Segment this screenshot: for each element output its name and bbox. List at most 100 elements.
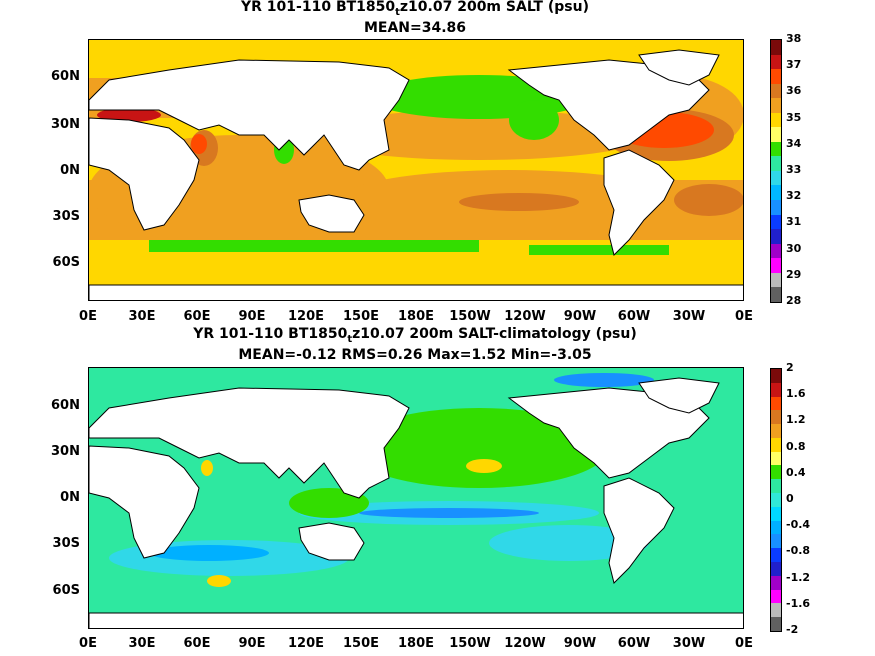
land-australia bbox=[298, 522, 365, 561]
land-greenland bbox=[638, 377, 720, 414]
panel1-lon-label: 30E bbox=[128, 309, 156, 324]
colorbar-tick-label: -1.6 bbox=[786, 596, 811, 610]
panel2-lon-label: 0E bbox=[79, 636, 97, 651]
land-africa bbox=[89, 445, 200, 559]
colorbar-tick-label: 30 bbox=[786, 241, 802, 255]
colorbar-segment bbox=[771, 98, 781, 113]
colorbar-segment bbox=[771, 229, 781, 244]
panel2-salinity-anomaly-map bbox=[88, 367, 744, 629]
panel1-lat-label: 30N bbox=[51, 117, 80, 132]
land-greenland bbox=[638, 49, 720, 86]
anom-arctic-blue bbox=[554, 373, 654, 387]
colorbar-tick-label: 34 bbox=[786, 136, 802, 150]
panel1-lon-label: 60E bbox=[183, 309, 211, 324]
panel1-lon-label: 150W bbox=[449, 309, 491, 324]
colorbar-tick-label: -0.4 bbox=[786, 518, 811, 532]
panel1-lat-label: 60N bbox=[51, 69, 80, 84]
panel2-lon-label: 30E bbox=[128, 636, 156, 651]
panel2-lon-label: 30W bbox=[672, 636, 706, 651]
panel1-salinity-map bbox=[88, 39, 744, 301]
panel1-lon-label: 90W bbox=[563, 309, 597, 324]
colorbar-segment bbox=[771, 520, 781, 535]
panel1-title-pre: YR 101-110 BT1850 bbox=[241, 0, 396, 15]
colorbar-tick-label: 1.6 bbox=[786, 387, 806, 401]
panel2-title-post: z10.07 200m SALT-climatology (psu) bbox=[352, 326, 637, 342]
panel2-continents bbox=[89, 377, 743, 628]
colorbar-segment bbox=[771, 382, 781, 397]
colorbar-tick-label: 0 bbox=[786, 492, 794, 505]
colorbar-segment bbox=[771, 534, 781, 549]
colorbar-segment bbox=[771, 258, 781, 273]
panel2-lon-label: 150W bbox=[449, 636, 491, 651]
land-antarctica bbox=[89, 284, 743, 300]
salt-south-atlantic-high bbox=[674, 184, 743, 216]
salt-south-pacific-high bbox=[459, 193, 579, 211]
colorbar-tick-label: -2 bbox=[786, 623, 799, 636]
anom-pacific-green bbox=[349, 408, 609, 488]
panel2-lat-label: 60N bbox=[51, 398, 80, 413]
salt-mediterranean bbox=[97, 108, 161, 122]
colorbar-segment bbox=[771, 40, 781, 55]
colorbar-tick-label: 29 bbox=[786, 267, 802, 281]
colorbar-segment bbox=[771, 506, 781, 521]
colorbar-tick-label: 38 bbox=[786, 32, 802, 45]
land-eurasia bbox=[89, 59, 410, 171]
panel1-lon-label: 120E bbox=[287, 309, 325, 324]
panel1-lon-label: 180E bbox=[397, 309, 435, 324]
colorbar-segment bbox=[771, 451, 781, 466]
colorbar-segment bbox=[771, 410, 781, 425]
anom-equatorial-deep bbox=[359, 508, 539, 518]
panel1-lat-label: 60S bbox=[52, 255, 80, 270]
land-australia bbox=[298, 194, 365, 233]
colorbar-tick-label: 28 bbox=[786, 294, 802, 307]
land-south-america bbox=[603, 149, 675, 256]
colorbar-tick-label: 37 bbox=[786, 58, 802, 72]
anom-south-indian-yellow bbox=[207, 575, 231, 587]
salt-red-sea-high bbox=[191, 134, 207, 154]
panel2-stats: MEAN=-0.12 RMS=0.26 Max=1.52 Min=-3.05 bbox=[238, 347, 592, 363]
panel2-title-sub: t bbox=[347, 333, 353, 345]
colorbar-segment bbox=[771, 424, 781, 438]
panel1-continents bbox=[89, 49, 743, 300]
panel2-lat-label: 60S bbox=[52, 583, 80, 598]
colorbar-tick-label: 32 bbox=[786, 189, 802, 203]
colorbar-segment bbox=[771, 272, 781, 288]
panel2-lon-label: 120E bbox=[287, 636, 325, 651]
colorbar-tick-label: 36 bbox=[786, 84, 802, 98]
anom-indian-south-deep bbox=[149, 545, 269, 561]
colorbar-segment bbox=[771, 200, 781, 215]
colorbar-segment bbox=[771, 54, 781, 70]
colorbar-segment bbox=[771, 243, 781, 259]
panel2-lon-label: 60E bbox=[183, 636, 211, 651]
panel1-lon-label: 0E bbox=[735, 309, 753, 324]
colorbar-segment bbox=[771, 561, 781, 576]
panel2-lon-label: 120W bbox=[504, 636, 546, 651]
land-north-america bbox=[507, 387, 710, 479]
colorbar-segment bbox=[771, 83, 781, 99]
colorbar-segment bbox=[771, 112, 781, 128]
land-north-america bbox=[507, 59, 710, 151]
colorbar-segment bbox=[771, 214, 781, 230]
colorbar-segment bbox=[771, 589, 781, 604]
land-antarctica bbox=[89, 612, 743, 628]
colorbar-segment bbox=[771, 437, 781, 452]
colorbar-segment bbox=[771, 493, 781, 507]
colorbar-segment bbox=[771, 575, 781, 590]
panel1-lon-label: 90E bbox=[238, 309, 266, 324]
colorbar-tick-label: 0.4 bbox=[786, 465, 806, 479]
colorbar-tick-label: 33 bbox=[786, 163, 802, 176]
colorbar-tick-label: 2 bbox=[786, 361, 794, 374]
panel2-title: YR 101-110 BT1850tz10.07 200m SALT-clima… bbox=[0, 326, 830, 348]
panel1-lon-label: 150E bbox=[342, 309, 380, 324]
anom-pacific-north-yellow bbox=[466, 459, 502, 473]
salt-southern-ocean-green-2 bbox=[529, 245, 669, 255]
colorbar-tick-label: 1.2 bbox=[786, 413, 806, 427]
land-africa bbox=[89, 117, 200, 231]
colorbar-segment bbox=[771, 156, 781, 171]
colorbar-tick-label: 35 bbox=[786, 110, 802, 124]
colorbar-segment bbox=[771, 617, 781, 631]
panel2-lat-label: 0N bbox=[60, 490, 80, 505]
panel1-lon-label: 30W bbox=[672, 309, 706, 324]
salt-southern-ocean-green bbox=[149, 240, 479, 252]
panel1-title: YR 101-110 BT1850tz10.07 200m SALT (psu) bbox=[0, 0, 830, 21]
